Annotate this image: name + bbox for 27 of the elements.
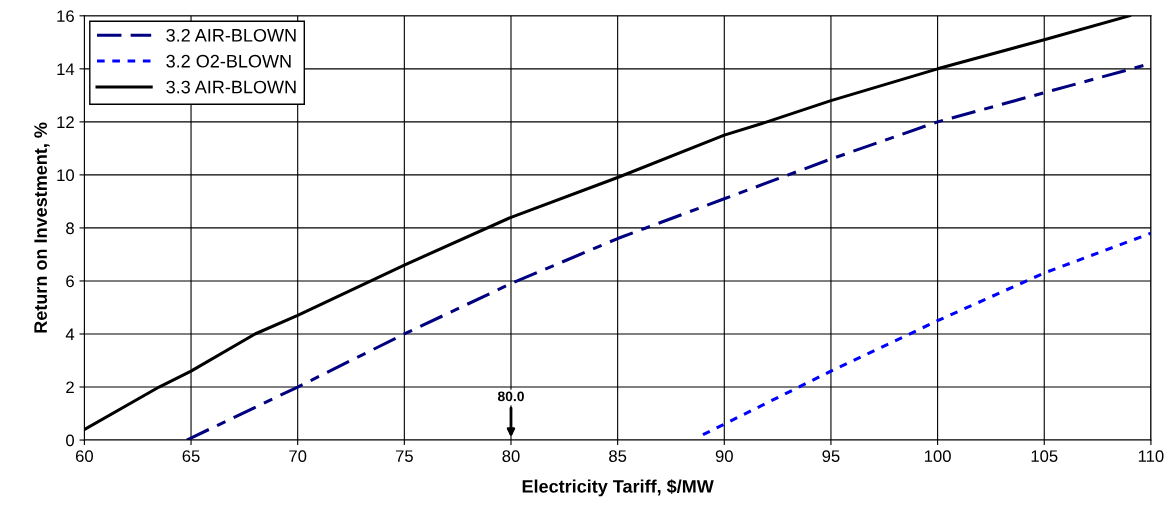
y-tick-label: 12 <box>57 116 74 128</box>
x-tick-label: 60 <box>75 450 93 463</box>
annotation: 80.0 <box>497 391 524 402</box>
y-axis-title: Return on Investment, % <box>34 122 50 333</box>
x-tick-label: 85 <box>609 450 627 463</box>
line-series <box>701 231 1151 437</box>
x-tick-label: 95 <box>822 450 840 463</box>
y-tick-label: 16 <box>57 10 74 23</box>
x-tick-label: 110 <box>1138 450 1164 463</box>
x-tick-label: 70 <box>289 450 307 463</box>
y-tick-label: 8 <box>66 222 74 235</box>
legend-label: 3.2 O2-BLOWN <box>166 54 291 68</box>
y-tick-label: 14 <box>57 63 75 75</box>
y-tick-label: 10 <box>57 169 75 182</box>
x-tick-label: 105 <box>1031 450 1058 463</box>
legend-label: 3.3 AIR-BLOWN <box>166 80 296 94</box>
x-tick-label: 90 <box>715 450 733 463</box>
x-tick-label: 75 <box>395 450 413 463</box>
x-tick-label: 65 <box>182 450 200 463</box>
y-tick-label: 4 <box>65 328 75 341</box>
legend-label: 3.2 AIR-BLOWN <box>166 28 296 42</box>
y-tick-label: 2 <box>66 381 74 394</box>
x-tick-label: 100 <box>924 450 951 463</box>
y-tick-label: 6 <box>66 275 74 288</box>
y-tick-label: 0 <box>66 434 75 447</box>
x-tick-label: 80 <box>502 450 520 463</box>
x-axis-title: Electricity Tariff, $/MW <box>522 479 714 497</box>
